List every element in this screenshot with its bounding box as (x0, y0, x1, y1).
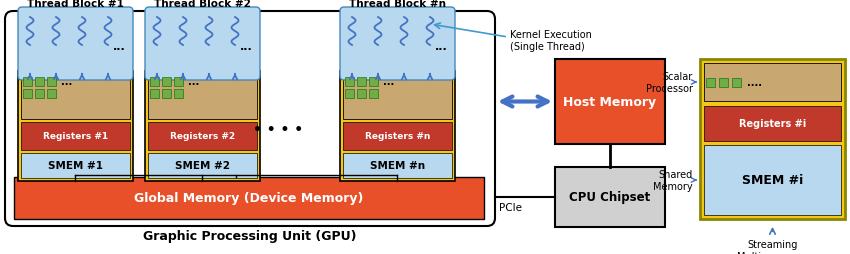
Bar (148, 122, 257, 150)
Bar (357, 90, 366, 99)
Bar (21, 153, 130, 178)
Text: CPU Chipset: CPU Chipset (570, 191, 650, 204)
Bar (704, 107, 841, 141)
Bar (150, 78, 159, 87)
Bar (21, 122, 130, 150)
Text: Scalar
Processor: Scalar Processor (646, 72, 693, 93)
Text: ...: ... (434, 41, 447, 51)
Bar (148, 153, 257, 178)
Bar (343, 153, 452, 178)
Text: Thread Block #1: Thread Block #1 (27, 0, 124, 9)
Text: ...: ... (112, 41, 125, 51)
Bar (369, 78, 378, 87)
Bar (343, 75, 452, 120)
Bar (47, 78, 56, 87)
Bar (150, 90, 159, 99)
Text: SMEM #2: SMEM #2 (175, 161, 230, 171)
Bar (719, 78, 728, 87)
Bar (35, 78, 44, 87)
Text: ...: ... (189, 77, 200, 87)
Bar (732, 78, 741, 87)
Bar (345, 90, 354, 99)
FancyBboxPatch shape (18, 8, 133, 81)
Bar (340, 72, 455, 181)
Text: Registers #n: Registers #n (365, 132, 430, 141)
Text: ...: ... (240, 41, 252, 51)
Bar (700, 60, 845, 219)
Bar (162, 90, 171, 99)
Bar (21, 75, 130, 120)
Bar (14, 177, 484, 219)
Bar (369, 90, 378, 99)
Bar (148, 75, 257, 120)
FancyBboxPatch shape (5, 12, 495, 226)
Text: SMEM #n: SMEM #n (370, 161, 425, 171)
Text: ...: ... (383, 77, 394, 87)
Text: Thread Block #n: Thread Block #n (349, 0, 446, 9)
Text: SMEM #i: SMEM #i (742, 174, 803, 187)
Bar (345, 78, 354, 87)
Text: Shared
Memory: Shared Memory (654, 169, 693, 191)
Text: Streaming
Multiprocessor: Streaming Multiprocessor (737, 239, 808, 254)
Text: ....: .... (747, 78, 762, 88)
Bar (23, 90, 32, 99)
Bar (343, 122, 452, 150)
Bar (357, 78, 366, 87)
Bar (23, 78, 32, 87)
Bar (555, 167, 665, 227)
FancyBboxPatch shape (340, 8, 455, 81)
Bar (47, 90, 56, 99)
Text: Registers #1: Registers #1 (43, 132, 108, 141)
Bar (35, 90, 44, 99)
Bar (704, 146, 841, 215)
Bar (704, 64, 841, 102)
Text: PCIe: PCIe (499, 202, 522, 212)
Text: SMEM #1: SMEM #1 (48, 161, 103, 171)
Text: Registers #i: Registers #i (739, 119, 806, 129)
Bar (706, 78, 715, 87)
Text: Kernel Execution
(Single Thread): Kernel Execution (Single Thread) (510, 30, 592, 51)
Bar (18, 72, 133, 181)
Bar (145, 72, 260, 181)
Text: Registers #2: Registers #2 (170, 132, 235, 141)
FancyBboxPatch shape (145, 8, 260, 81)
Bar (174, 78, 183, 87)
Text: Host Memory: Host Memory (564, 96, 656, 108)
Text: Global Memory (Device Memory): Global Memory (Device Memory) (134, 192, 364, 205)
Bar (174, 90, 183, 99)
Bar (162, 78, 171, 87)
Bar (555, 60, 665, 145)
Text: Graphic Processing Unit (GPU): Graphic Processing Unit (GPU) (144, 230, 357, 243)
Text: ...: ... (61, 77, 72, 87)
Text: • • • •: • • • • (253, 122, 303, 136)
Text: Thread Block #2: Thread Block #2 (154, 0, 251, 9)
